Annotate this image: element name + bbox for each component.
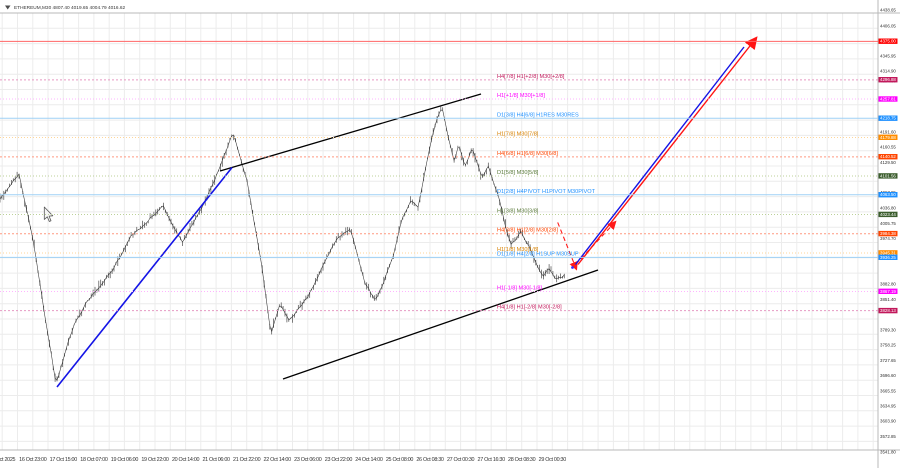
svg-text:22 Oct 14:00: 22 Oct 14:00 <box>264 457 292 463</box>
svg-text:25 Oct 08:00: 25 Oct 08:00 <box>386 457 414 463</box>
svg-text:3789.30: 3789.30 <box>880 327 896 332</box>
svg-text:4140.52: 4140.52 <box>880 154 896 159</box>
svg-text:24 Oct 14:00: 24 Oct 14:00 <box>355 457 383 463</box>
svg-text:3634.95: 3634.95 <box>880 403 896 408</box>
svg-text:3936.25: 3936.25 <box>880 255 896 260</box>
svg-text:H1[+1/8] M30[+1/8]: H1[+1/8] M30[+1/8] <box>497 93 545 99</box>
svg-text:3696.60: 3696.60 <box>880 373 896 378</box>
svg-text:3541.80: 3541.80 <box>880 449 896 454</box>
svg-text:3758.25: 3758.25 <box>880 343 896 348</box>
svg-text:4375.00: 4375.00 <box>880 39 896 44</box>
svg-text:4101.56: 4101.56 <box>880 173 896 178</box>
svg-text:3603.90: 3603.90 <box>880 419 896 424</box>
svg-text:3867.19: 3867.19 <box>880 289 896 294</box>
svg-text:4179.88: 4179.88 <box>880 135 896 140</box>
svg-text:D1[3/8] H4[6/8] H1RES M30RES: D1[3/8] H4[6/8] H1RES M30RES <box>497 112 579 118</box>
svg-text:4160.55: 4160.55 <box>880 145 896 150</box>
svg-text:D1[5/8] M30[5/8]: D1[5/8] M30[5/8] <box>497 170 539 176</box>
svg-text:16 Oct 2025: 16 Oct 2025 <box>0 457 16 463</box>
svg-text:4314.90: 4314.90 <box>880 69 896 74</box>
svg-text:H4[3/8] H1[2/8] M30[2/8]: H4[3/8] H1[2/8] M30[2/8] <box>497 228 558 234</box>
svg-text:H4[1/8] H1[-2/8] M30[-2/8]: H4[1/8] H1[-2/8] M30[-2/8] <box>497 305 562 311</box>
svg-text:4063.50: 4063.50 <box>880 192 896 197</box>
svg-text:21 Oct 06:00: 21 Oct 06:00 <box>202 457 230 463</box>
svg-text:4345.95: 4345.95 <box>880 53 896 58</box>
svg-text:27 Oct 00:30: 27 Oct 00:30 <box>447 457 475 463</box>
svg-text:19 Oct 06:00: 19 Oct 06:00 <box>111 457 139 463</box>
svg-text:D1[1/8] H4[2/8] H1SUP M30SUP: D1[1/8] H4[2/8] H1SUP M30SUP <box>497 251 579 257</box>
svg-text:23 Oct 22:00: 23 Oct 22:00 <box>325 457 353 463</box>
svg-text:H4[6/8] H1[6/8] M30[6/8]: H4[6/8] H1[6/8] M30[6/8] <box>497 151 558 157</box>
svg-text:4218.75: 4218.75 <box>880 116 896 121</box>
svg-text:4191.60: 4191.60 <box>880 129 896 134</box>
svg-text:D1[2/8] H4PIVOT H1PIVOT M30PIV: D1[2/8] H4PIVOT H1PIVOT M30PIVOT <box>497 189 596 195</box>
svg-text:3665.55: 3665.55 <box>880 388 896 393</box>
svg-text:4005.75: 4005.75 <box>880 221 896 226</box>
svg-text:3828.13: 3828.13 <box>880 308 896 313</box>
svg-text:3851.40: 3851.40 <box>880 297 896 302</box>
svg-text:26 Oct 08:30: 26 Oct 08:30 <box>416 457 444 463</box>
svg-text:28 Oct 08:30: 28 Oct 08:30 <box>508 457 536 463</box>
svg-text:3984.38: 3984.38 <box>880 231 896 236</box>
svg-text:16 Oct 23:00: 16 Oct 23:00 <box>19 457 47 463</box>
svg-text:21 Oct 22:00: 21 Oct 22:00 <box>233 457 261 463</box>
svg-text:4406.05: 4406.05 <box>880 24 896 29</box>
svg-text:3727.65: 3727.65 <box>880 358 896 363</box>
svg-text:H1[7/8] M30[7/8]: H1[7/8] M30[7/8] <box>497 131 539 137</box>
svg-text:3974.70: 3974.70 <box>880 236 896 241</box>
svg-text:ETHEREUM,M30 4807.40 4019.65: ETHEREUM,M30 4807.40 4019.65 4004.79 401… <box>14 5 126 11</box>
svg-text:4023.44: 4023.44 <box>880 212 896 217</box>
svg-text:3572.85: 3572.85 <box>880 434 896 439</box>
svg-text:4296.88: 4296.88 <box>880 77 896 82</box>
svg-text:4129.50: 4129.50 <box>880 160 896 165</box>
svg-text:29 Oct 00:30: 29 Oct 00:30 <box>539 457 567 463</box>
svg-text:23 Oct 06:00: 23 Oct 06:00 <box>294 457 322 463</box>
svg-text:4257.81: 4257.81 <box>880 97 896 102</box>
svg-text:20 Oct 14:00: 20 Oct 14:00 <box>172 457 200 463</box>
svg-text:17 Oct 15:00: 17 Oct 15:00 <box>50 457 78 463</box>
svg-text:18 Oct 07:00: 18 Oct 07:00 <box>80 457 108 463</box>
svg-text:27 Oct 16:30: 27 Oct 16:30 <box>478 457 506 463</box>
svg-text:H1[-1/8] M30[-1/8]: H1[-1/8] M30[-1/8] <box>497 285 543 291</box>
svg-text:4036.80: 4036.80 <box>880 206 896 211</box>
svg-text:H1[3/8] M30[3/8]: H1[3/8] M30[3/8] <box>497 209 539 215</box>
svg-text:H4[7/8] H1[+2/8] M30[+2/8]: H4[7/8] H1[+2/8] M30[+2/8] <box>497 74 565 80</box>
svg-text:4438.65: 4438.65 <box>880 8 896 13</box>
svg-text:3882.80: 3882.80 <box>880 281 896 286</box>
svg-text:19 Oct 22:00: 19 Oct 22:00 <box>141 457 169 463</box>
